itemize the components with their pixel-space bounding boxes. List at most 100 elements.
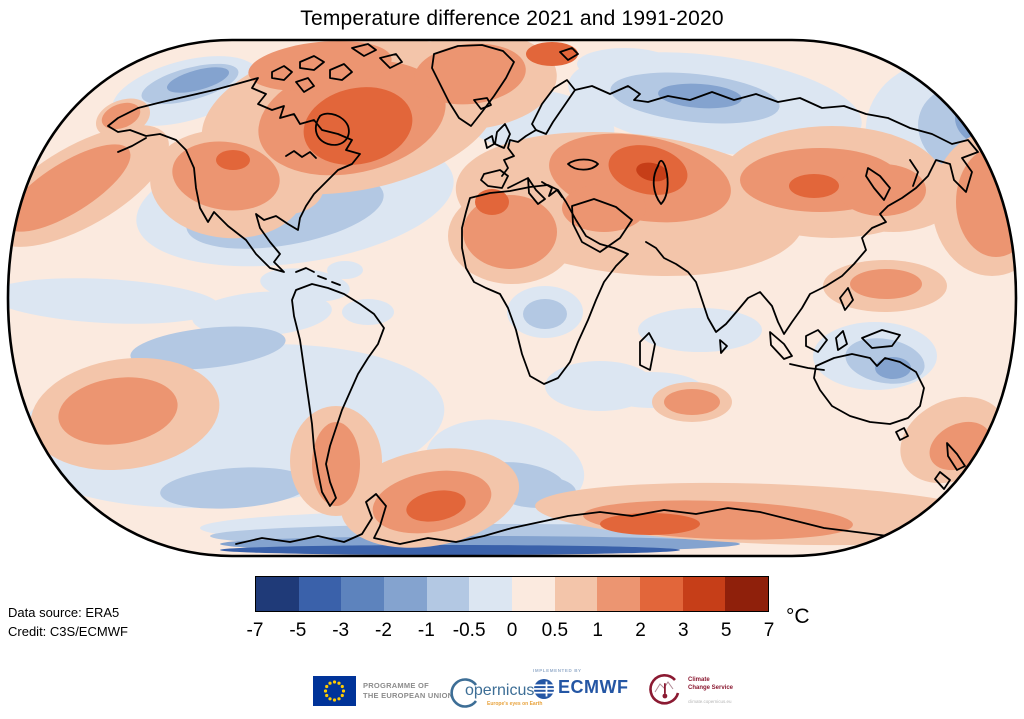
c3s-label-line1: Climate: [688, 677, 710, 683]
colorbar-tick-label: -3: [332, 620, 350, 641]
colorbar-segment--2-to--1: [384, 577, 427, 611]
coast-africa: [461, 184, 629, 385]
anomaly-blob: [260, 268, 350, 302]
coast-sri-lanka: [719, 339, 728, 354]
eu-star: [337, 681, 341, 685]
colorbar-segment--7-to--5: [256, 577, 299, 611]
colorbar-tick-label: -5: [289, 620, 307, 641]
copernicus-wordmark: opernicus: [465, 682, 535, 699]
colorbar-tick-label: 3: [678, 620, 689, 641]
coast-antarctica: [235, 493, 951, 549]
coast-black-caspian-seas: [567, 158, 669, 205]
coast-arabia: [571, 198, 633, 253]
eu-programme-label: PROGRAMME OF THE EUROPEAN UNION: [363, 681, 453, 700]
coastlines: [107, 43, 979, 549]
coast-british-isles: [484, 123, 511, 149]
map-outline: [6, 38, 1018, 558]
colorbar: [255, 576, 769, 612]
coast-madagascar: [639, 332, 656, 371]
eu-star: [328, 681, 332, 685]
coast-scandinavia: [531, 79, 576, 135]
colorbar-tick-label: 0.5: [541, 620, 569, 641]
colorbar-segment-1-to-2: [597, 577, 641, 611]
anomaly-blob: [220, 545, 680, 555]
coast-west-europe: [501, 129, 537, 177]
anomaly-blob: [216, 150, 250, 170]
eu-star: [340, 684, 344, 689]
anomaly-blob: [172, 141, 280, 211]
anomaly-blob: [130, 326, 286, 370]
anomaly-blob: [562, 184, 646, 232]
anomaly-blob: [600, 513, 700, 535]
coast-greenland: [431, 44, 515, 127]
anomaly-blob: [160, 467, 310, 509]
eu-star: [337, 697, 341, 701]
colorbar-tick-label: 5: [720, 620, 732, 641]
colorbar-tick-label: 7: [763, 620, 775, 641]
anomaly-blob: [406, 490, 466, 522]
colorbar-tick-label: -2: [375, 620, 392, 641]
anomaly-blob: [523, 299, 567, 329]
ecmwf-wordmark: ECMWF: [558, 677, 629, 697]
eu-star: [325, 684, 329, 689]
coast-iberia: [480, 169, 509, 189]
eu-programme-line2: THE EUROPEAN UNION: [363, 690, 454, 700]
c3s-url-label: climate.copernicus.eu: [688, 699, 732, 704]
colorbar-segment-2-to-3: [640, 577, 683, 611]
colorbar-segment-3-to-5: [682, 577, 726, 611]
climate-change-service-icon: [649, 673, 680, 705]
eu-star: [323, 689, 328, 693]
anomaly-blob: [638, 308, 762, 352]
eu-star: [325, 693, 329, 698]
coast-australia-nz: [813, 353, 966, 490]
copernicus-tagline: Europe's eyes on Earth: [487, 701, 543, 707]
coast-southeast-asia-islands: [769, 287, 901, 371]
colorbar-segment-5-to-7: [725, 577, 769, 611]
anomaly-blob: [838, 164, 926, 216]
eu-star: [332, 680, 337, 684]
colorbar-segment-0-to-0.5: [512, 577, 555, 611]
eu-star: [332, 698, 337, 702]
eu-star: [340, 693, 344, 698]
copernicus-swoosh-icon: [450, 678, 478, 708]
anomaly-blob: [312, 422, 360, 506]
eu-star: [341, 689, 346, 693]
colorbar-segment--3-to--2: [341, 577, 385, 611]
coast-eurasia: [574, 85, 979, 335]
anomaly-blob: [545, 361, 655, 411]
coast-arctic-islands: [271, 43, 579, 93]
colorbar-tick-label: 0: [506, 620, 518, 641]
credit-label: Credit: C3S/ECMWF: [8, 624, 128, 639]
colorbar-unit-label: °C: [786, 605, 810, 628]
anomaly-blob: [956, 147, 1016, 257]
coast-iceland: [473, 97, 492, 110]
eu-star: [328, 697, 332, 701]
anomaly-blob: [327, 261, 363, 279]
anomaly-blob: [166, 67, 230, 93]
anomaly-blob: [789, 174, 839, 198]
anomaly-blob: [850, 269, 922, 299]
colorbar-tick-label: 1: [592, 620, 603, 641]
colorbar-tick-label: 2: [635, 620, 646, 641]
world-anomaly-map: [6, 38, 1018, 558]
coast-great-lakes: [285, 150, 317, 159]
anomaly-blob: [577, 48, 673, 80]
anomaly-blob: [8, 144, 131, 232]
coast-aleutians: [117, 137, 147, 153]
anomaly-blob: [58, 377, 178, 445]
c3s-label-line2: Change Service: [688, 684, 734, 691]
colorbar-tick-label: -0.5: [452, 620, 486, 641]
coast-japan-sakhalin: [865, 159, 919, 201]
coast-caribbean: [295, 267, 341, 286]
colorbar-tick-label: -7: [246, 620, 264, 641]
eu-programme-line1: PROGRAMME OF: [363, 681, 429, 690]
anomaly-blob: [342, 299, 394, 325]
colorbar-segment--1-to--0.5: [426, 577, 470, 611]
anomaly-blob: [636, 162, 668, 182]
anomaly-blob: [526, 42, 578, 66]
figure-title: Temperature difference 2021 and 1991-202…: [300, 7, 724, 30]
colorbar-segment-0.5-to-1: [554, 577, 598, 611]
colorbar-segment--5-to--3: [298, 577, 342, 611]
colorbar-segment--0.5-to-0: [469, 577, 513, 611]
